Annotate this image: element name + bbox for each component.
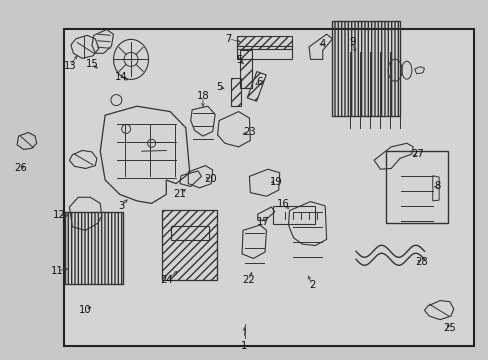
Bar (236, 36, 291, 49)
Text: 7: 7 (225, 34, 232, 44)
Text: 10: 10 (79, 305, 92, 315)
Text: 25: 25 (443, 323, 455, 333)
Text: 5: 5 (215, 82, 222, 92)
Text: 24: 24 (160, 275, 172, 285)
Text: 12: 12 (53, 210, 66, 220)
Text: 2: 2 (308, 280, 315, 290)
Text: 6: 6 (255, 77, 262, 87)
Text: 15: 15 (85, 59, 98, 69)
Bar (162, 210, 217, 280)
Bar (65, 212, 122, 284)
Bar (272, 206, 314, 224)
Text: 18: 18 (196, 91, 209, 102)
Text: 8: 8 (434, 181, 440, 192)
Text: 1: 1 (241, 341, 247, 351)
Text: 4: 4 (319, 39, 325, 49)
Text: 5: 5 (236, 55, 243, 66)
Text: 28: 28 (414, 257, 427, 267)
Text: 26: 26 (14, 163, 27, 174)
Text: 14: 14 (115, 72, 127, 82)
Text: 3: 3 (118, 201, 124, 211)
Text: 20: 20 (203, 174, 216, 184)
Bar (63, 29, 473, 346)
Text: 9: 9 (348, 37, 355, 48)
Bar (236, 46, 291, 59)
Bar (247, 72, 265, 101)
Bar (240, 50, 251, 89)
Text: 23: 23 (243, 127, 255, 138)
Text: 27: 27 (411, 149, 424, 159)
Text: 11: 11 (51, 266, 64, 276)
Bar (170, 226, 208, 239)
Text: 19: 19 (269, 177, 282, 187)
Bar (331, 21, 399, 116)
Bar (386, 151, 447, 223)
Text: 22: 22 (242, 275, 254, 285)
Text: 13: 13 (63, 60, 76, 71)
Text: 16: 16 (277, 199, 289, 210)
Text: 17: 17 (256, 217, 269, 228)
Text: 21: 21 (173, 189, 186, 199)
Bar (231, 78, 241, 106)
